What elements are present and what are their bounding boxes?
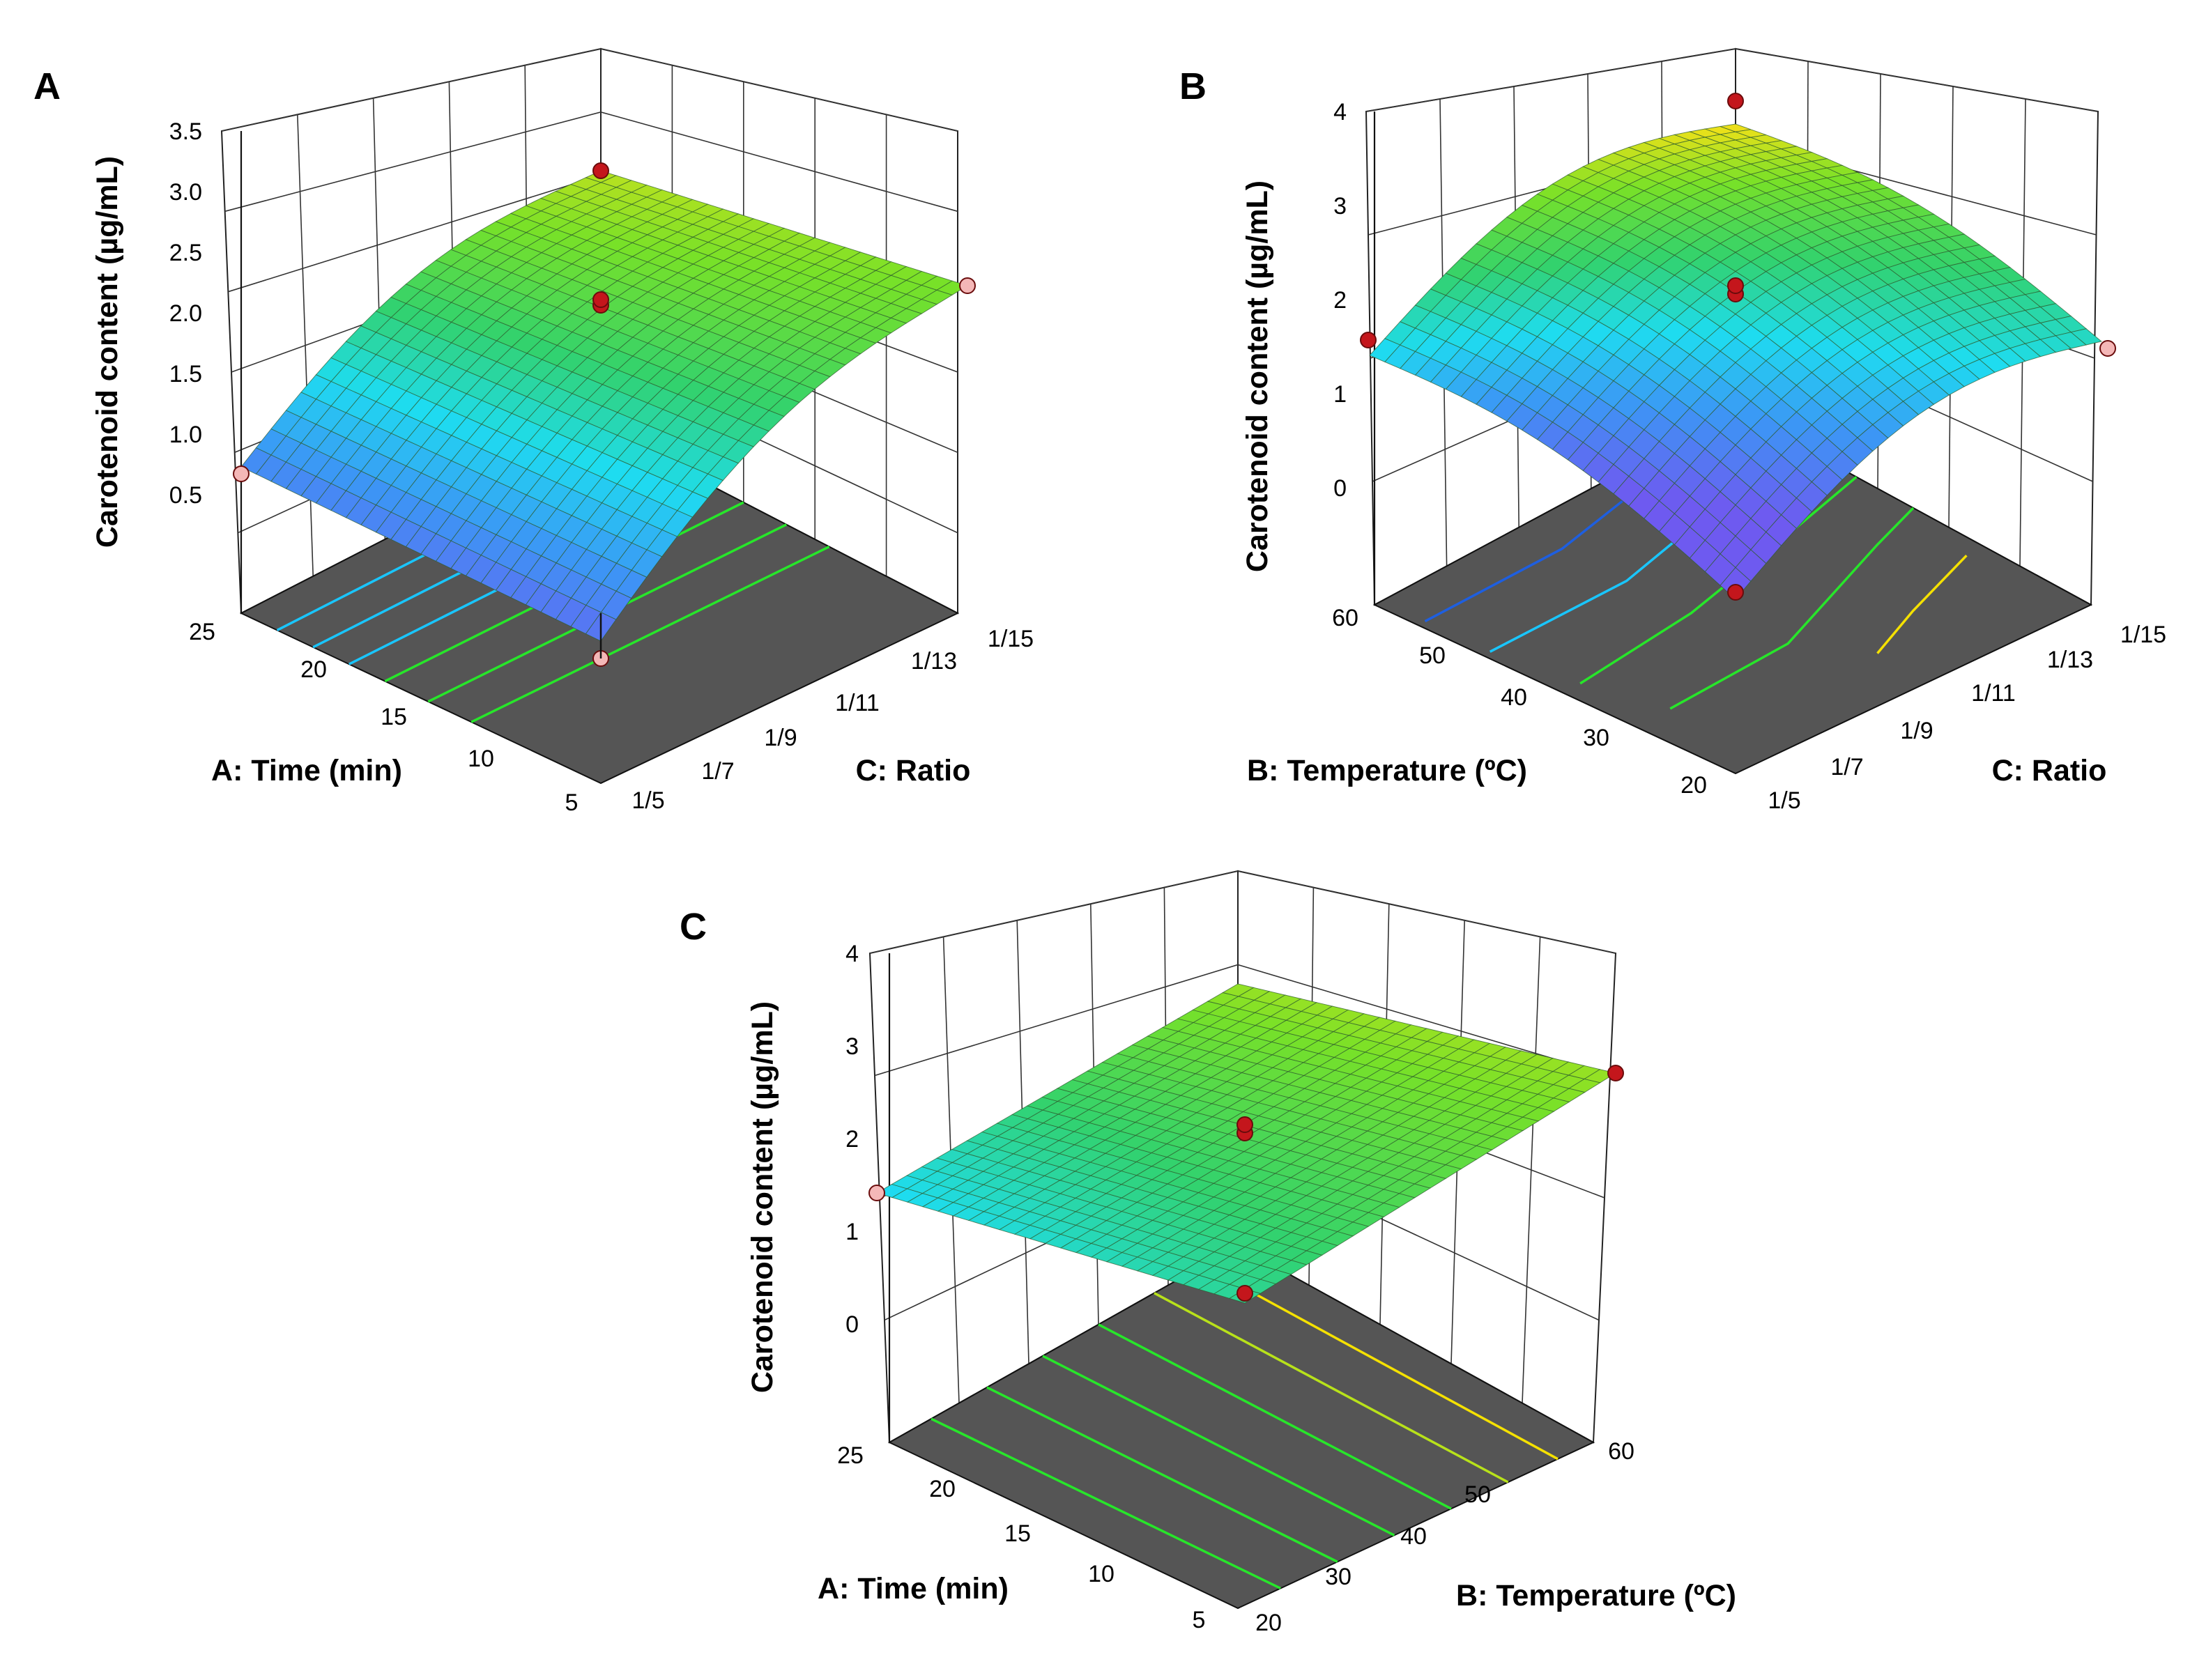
y-tick-label: 1/13 <box>911 648 957 675</box>
z-tick-label: 3 <box>1333 193 1347 219</box>
x-tick-label: 25 <box>837 1442 864 1469</box>
y-tick-label: 1/11 <box>835 690 880 716</box>
design-point <box>592 291 609 308</box>
z-tick-label: 2.5 <box>169 240 202 266</box>
design-point <box>1236 1116 1253 1133</box>
wall-gridline <box>1522 937 1541 1403</box>
z-tick-label: 1.0 <box>169 422 202 448</box>
x-tick-label: 5 <box>565 789 579 816</box>
y-axis-title: B: Temperature (ºC) <box>1456 1579 1736 1612</box>
design-point <box>1727 93 1744 109</box>
x-tick-label: 15 <box>1004 1520 1031 1547</box>
x-tick-label: 10 <box>1088 1561 1115 1587</box>
z-tick-label: 3 <box>845 1033 859 1060</box>
z-tick-label: 1.5 <box>169 361 202 387</box>
z-tick-label: 4 <box>1333 99 1347 125</box>
z-tick-label: 3.0 <box>169 179 202 206</box>
x-tick-label: 10 <box>468 746 494 772</box>
response-surface <box>1369 123 2102 600</box>
floor-contour-line <box>470 546 830 723</box>
z-tick-label: 1 <box>1333 381 1347 408</box>
z-tick-label: 3.5 <box>169 118 202 145</box>
x-tick-label: 25 <box>189 619 215 645</box>
y-tick-label: 1/7 <box>701 758 734 785</box>
design-point <box>1727 584 1744 601</box>
design-point <box>1727 277 1744 294</box>
x-axis-title: B: Temperature (ºC) <box>1247 754 1527 787</box>
response-surface <box>240 170 969 642</box>
contour-floor <box>887 1244 1595 1610</box>
y-tick-label: 20 <box>1255 1610 1282 1636</box>
floor-contour-line <box>1876 554 1968 654</box>
floor-contour-line <box>1098 1323 1452 1510</box>
z-axis-title: Carotenoid content (µg/mL) <box>746 1001 779 1393</box>
x-tick-label: 15 <box>381 704 407 730</box>
y-tick-label: 60 <box>1608 1438 1634 1465</box>
y-tick-label: 1/13 <box>2047 647 2093 673</box>
x-tick-label: 30 <box>1583 725 1609 751</box>
design-point <box>1236 1285 1253 1302</box>
design-point <box>2099 340 2116 357</box>
z-tick-label: 2 <box>1333 287 1347 314</box>
wall-gridline <box>1365 48 2099 112</box>
design-point <box>592 162 609 179</box>
x-tick-label: 5 <box>1193 1607 1206 1633</box>
floor-contour-line <box>1202 1264 1559 1461</box>
y-tick-label: 1/5 <box>1768 787 1800 814</box>
y-tick-label: 1/11 <box>1971 680 2016 707</box>
design-point <box>1360 332 1377 348</box>
chart-panel-c: 0 1 2 3 4 25 20 15 10 5 20 30 40 50 60 A: Time (min) B: … <box>680 870 1736 1636</box>
z-tick-label: 0 <box>1333 475 1347 502</box>
x-axis-title: A: Time (min) <box>818 1572 1009 1605</box>
design-point <box>1607 1065 1624 1081</box>
z-axis-title: Carotenoid content (µg/mL) <box>1241 180 1274 572</box>
y-axis-title: C: Ratio <box>856 754 971 787</box>
y-tick-label: 30 <box>1325 1564 1351 1590</box>
floor-contour-line <box>931 1417 1281 1590</box>
panel-letter: C <box>680 906 707 948</box>
x-axis-title: A: Time (min) <box>211 754 402 787</box>
y-tick-label: 40 <box>1400 1523 1427 1550</box>
y-tick-label: 50 <box>1464 1481 1491 1508</box>
floor-contour-line <box>1669 507 1915 710</box>
panel-letter: A <box>33 65 61 107</box>
y-axis-title: C: Ratio <box>1992 754 2107 787</box>
y-tick-label: 1/7 <box>1830 754 1863 780</box>
floor-contour-line <box>986 1386 1338 1563</box>
design-point <box>233 465 250 482</box>
y-tick-label: 1/15 <box>988 626 1034 652</box>
x-tick-label: 20 <box>1680 772 1707 799</box>
y-tick-label: 1/5 <box>631 787 664 814</box>
surface-cell <box>2070 328 2102 346</box>
z-tick-label: 0.5 <box>169 482 202 509</box>
x-tick-label: 40 <box>1501 684 1527 711</box>
z-tick-label: 4 <box>845 941 859 967</box>
chart-panel-a: 0.5 1.0 1.5 2.0 2.5 3.0 3.5 25 20 15 10 5 1/5 1/7 1/9 1… <box>33 47 1034 816</box>
z-tick-label: 1 <box>845 1219 859 1245</box>
response-surface <box>875 983 1617 1304</box>
y-tick-label: 1/15 <box>2120 622 2166 648</box>
z-tick-label: 0 <box>845 1311 859 1338</box>
x-tick-label: 50 <box>1419 642 1446 669</box>
y-tick-label: 1/9 <box>764 725 797 751</box>
z-tick-label: 2 <box>845 1126 859 1153</box>
floor-contour-line <box>1042 1355 1395 1536</box>
wall-gridline <box>869 870 1616 954</box>
y-tick-label: 1/9 <box>1900 718 1933 744</box>
wall-gridline <box>874 964 1611 1077</box>
x-tick-label: 20 <box>300 656 327 683</box>
wall-gridline <box>224 111 958 213</box>
floor-contour-line <box>1154 1292 1509 1484</box>
wall-gridline <box>221 48 958 132</box>
z-tick-label: 2.0 <box>169 300 202 327</box>
z-axis-title: Carotenoid content (µg/mL) <box>91 156 124 548</box>
design-point <box>959 277 976 294</box>
panel-letter: B <box>1179 65 1207 107</box>
x-tick-label: 60 <box>1332 605 1358 631</box>
chart-panel-b: 0 1 2 3 4 60 50 40 30 20 1/5 1/7 1/9 1/11 1/13 1/15 B: T… <box>1179 47 2166 814</box>
design-point <box>868 1185 885 1201</box>
x-tick-label: 20 <box>929 1476 956 1502</box>
